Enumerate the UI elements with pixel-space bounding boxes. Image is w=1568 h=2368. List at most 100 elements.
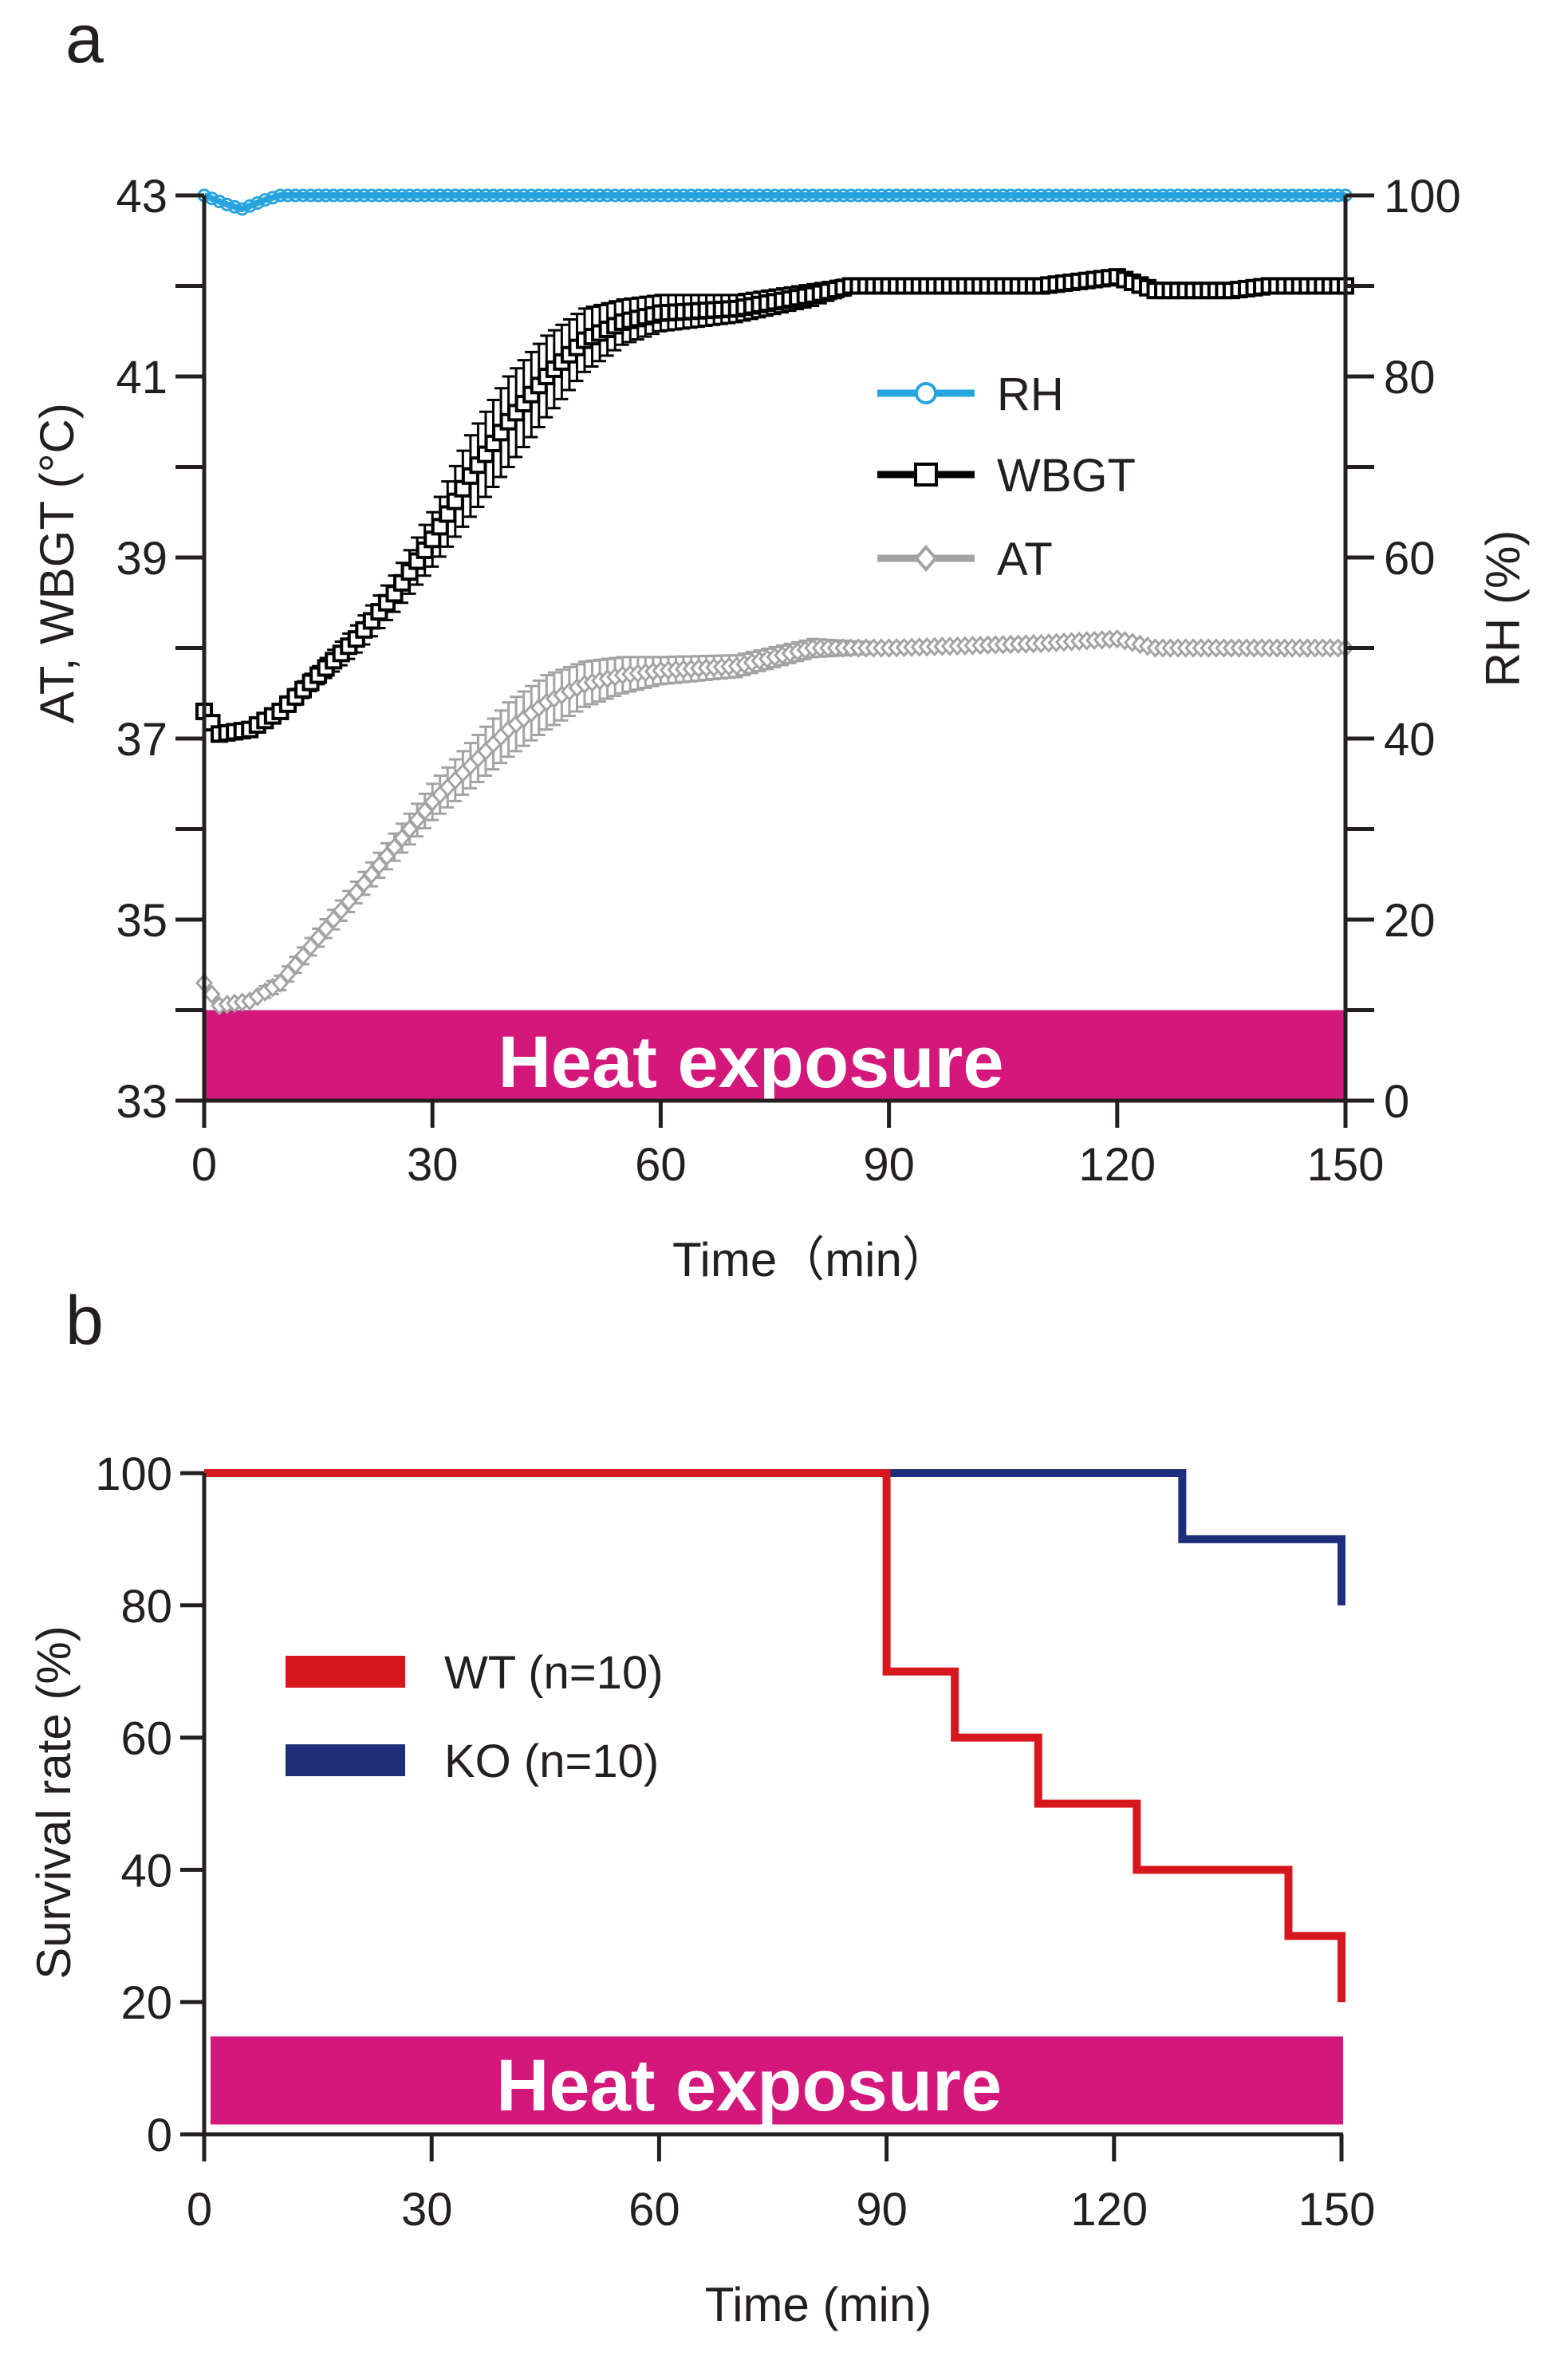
data-point [1026,188,1041,203]
data-point [752,188,766,203]
data-point [403,188,417,203]
data-point [227,199,242,214]
data-point [1057,188,1071,203]
data-point [569,188,584,203]
legend-swatch [286,1656,405,1688]
data-point [798,188,813,203]
y-axis-label: Survival rate (%) [27,1625,81,1979]
data-point [882,188,896,203]
data-point [1003,188,1018,203]
data-point [517,188,531,203]
x-tick-label: 150 [1307,1139,1385,1191]
data-point [821,188,835,203]
data-point [1087,188,1101,203]
data-point [691,188,706,203]
y-tick-label: 40 [120,1845,172,1897]
data-point [790,188,805,203]
data-point [1011,188,1026,203]
survival-curve-ko [204,1469,1345,1606]
data-point [608,188,622,203]
data-point [334,188,349,203]
y-tick-label: 35 [116,895,167,947]
heat-exposure-label: Heat exposure [496,2045,1002,2126]
y-tick-label: 37 [116,714,167,766]
data-point [1194,188,1208,203]
data-point [1072,188,1086,203]
legend-label: KO (n=10) [444,1736,659,1787]
x-tick-label: 30 [401,2184,453,2236]
y-tick-label: 33 [116,1076,167,1128]
data-point [273,188,287,203]
legend-label: AT [997,534,1053,585]
data-point [912,188,927,203]
data-point [1300,188,1314,203]
data-point [722,188,736,203]
data-point [281,188,295,203]
data-point [258,193,272,207]
data-point [562,188,577,203]
data-point [203,984,221,1004]
plot-area [195,188,1355,1016]
data-point [745,188,759,203]
legend-label: RH [997,368,1064,420]
data-point [463,188,478,203]
data-point [304,188,318,203]
x-tick-label: 90 [856,2184,908,2236]
data-point [958,188,972,203]
data-point [859,188,873,203]
series-wbgt [195,268,1354,743]
data-point [1224,188,1239,203]
data-point [425,188,439,203]
data-point [768,188,782,203]
x-tick-label: 60 [628,2184,680,2236]
data-point [1323,188,1338,203]
x-tick-label: 120 [1070,2184,1148,2236]
data-point [554,188,569,203]
data-point [593,188,607,203]
data-point [1330,188,1345,203]
data-point [388,188,401,203]
data-point [547,188,561,203]
data-point [494,188,508,203]
data-point [380,188,394,203]
x-tick-label: 0 [191,1139,217,1191]
data-point [715,188,729,203]
survival-curve-wt [204,1469,1345,2003]
data-point [1315,188,1330,203]
data-point [448,188,463,203]
series-rh [197,188,1353,216]
data-point [1285,188,1299,203]
data-point [1247,188,1262,203]
legend-marker [915,382,937,404]
x-tick-label: 90 [863,1139,915,1191]
data-point [471,188,485,203]
legend: RH WBGT AT [877,368,1136,585]
data-point [1255,188,1269,203]
data-point [1042,188,1056,203]
heat-exposure-bar [211,2036,1343,2125]
data-point [1171,188,1185,203]
y-tick-label: 80 [120,1581,172,1633]
data-point [364,188,379,203]
data-point [1065,188,1079,203]
data-point [410,188,424,203]
data-point [783,188,798,203]
data-point [653,188,668,203]
data-point [601,188,615,203]
data-point [266,191,280,205]
x-tick-label: 30 [407,1139,459,1191]
y-tick-label: 41 [116,352,167,404]
data-point [372,188,386,203]
data-point [616,188,630,203]
data-point [524,188,538,203]
data-point [1102,188,1117,203]
data-point [1239,188,1254,203]
data-point [296,188,310,203]
data-point [502,188,516,203]
series-at [195,628,1355,1016]
y-tick-label: 20 [120,1977,172,2029]
series-line [201,636,1345,1010]
data-point [357,188,371,203]
y-right-tick-label: 100 [1384,171,1461,223]
data-point [212,195,227,209]
